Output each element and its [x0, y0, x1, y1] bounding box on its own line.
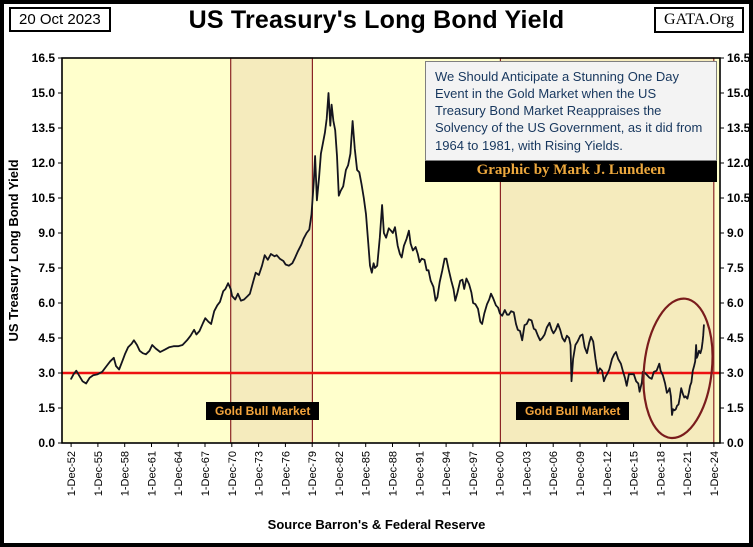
x-tick-label: 1-Dec-82 — [334, 451, 346, 496]
y-tick-right: 12.0 — [727, 156, 749, 170]
y-tick-right: 15.0 — [727, 86, 749, 100]
y-tick-left: 3.0 — [38, 366, 55, 380]
plot-border — [61, 57, 721, 444]
y-tick-right: 4.5 — [727, 331, 744, 345]
y-tick-left: 0.0 — [38, 436, 55, 450]
page-title: US Treasury's Long Bond Yield — [188, 6, 565, 34]
y-tick-left: 15.0 — [32, 86, 56, 100]
x-tick-label: 1-Dec-91 — [414, 451, 426, 496]
x-tick-label: 1-Dec-61 — [147, 451, 159, 496]
x-tick-label: 1-Dec-52 — [66, 451, 78, 496]
x-tick-label: 1-Dec-76 — [280, 451, 292, 496]
x-tick-label: 1-Dec-85 — [361, 451, 373, 496]
x-tick-label: 1-Dec-18 — [655, 451, 667, 496]
y-tick-right: 16.5 — [727, 51, 749, 65]
x-tick-label: 1-Dec-24 — [709, 451, 721, 496]
x-tick-label: 1-Dec-64 — [173, 451, 185, 496]
y-tick-right: 0.0 — [727, 436, 744, 450]
x-tick-label: 1-Dec-06 — [548, 451, 560, 496]
y-tick-left: 16.5 — [32, 51, 56, 65]
x-tick-label: 1-Dec-97 — [468, 451, 480, 496]
x-tick-label: 1-Dec-94 — [441, 451, 453, 496]
x-tick-label: 1-Dec-70 — [227, 451, 239, 496]
y-tick-right: 1.5 — [727, 401, 744, 415]
source-label: Source Barron's & Federal Reserve — [267, 517, 486, 532]
y-tick-right: 6.0 — [727, 296, 744, 310]
credit-strip: Graphic by Mark J. Lundeen — [425, 160, 717, 182]
x-tick-label: 1-Dec-09 — [575, 451, 587, 496]
gata-logo: GATA.Org — [654, 7, 744, 33]
x-tick-label: 1-Dec-03 — [521, 451, 533, 496]
annotation-text: We Should Anticipate a Stunning One Day … — [425, 61, 717, 161]
x-tick-label: 1-Dec-55 — [93, 451, 105, 496]
y-axis-title: US Treasury Long Bond Yield — [6, 159, 21, 341]
y-tick-left: 12.0 — [32, 156, 56, 170]
x-tick-label: 1-Dec-67 — [200, 451, 212, 496]
yield-line — [70, 92, 705, 416]
y-tick-left: 4.5 — [38, 331, 55, 345]
y-tick-right: 10.5 — [727, 191, 749, 205]
y-tick-right: 3.0 — [727, 366, 744, 380]
y-tick-left: 6.0 — [38, 296, 55, 310]
x-tick-label: 1-Dec-58 — [120, 451, 132, 496]
highlight-ellipse — [642, 297, 714, 440]
x-tick-label: 1-Dec-88 — [388, 451, 400, 496]
x-tick-label: 1-Dec-12 — [602, 451, 614, 496]
annotation-box: We Should Anticipate a Stunning One Day … — [425, 61, 717, 182]
y-tick-left: 13.5 — [32, 121, 56, 135]
gold-bull-market-label-1: Gold Bull Market — [206, 402, 320, 420]
x-tick-label: 1-Dec-00 — [495, 451, 507, 496]
y-tick-left: 10.5 — [32, 191, 56, 205]
x-tick-label: 1-Dec-73 — [254, 451, 266, 496]
x-tick-label: 1-Dec-15 — [629, 451, 641, 496]
date-box: 20 Oct 2023 — [9, 7, 111, 32]
y-tick-right: 13.5 — [727, 121, 749, 135]
x-tick-label: 1-Dec-21 — [682, 451, 694, 496]
x-tick-label: 1-Dec-79 — [307, 451, 319, 496]
gold-bull-band-1 — [230, 57, 313, 444]
y-tick-left: 9.0 — [38, 226, 55, 240]
y-tick-right: 7.5 — [727, 261, 744, 275]
gold-bull-market-label-2: Gold Bull Market — [516, 402, 630, 420]
y-tick-right: 9.0 — [727, 226, 744, 240]
y-tick-left: 1.5 — [38, 401, 55, 415]
y-tick-left: 7.5 — [38, 261, 55, 275]
